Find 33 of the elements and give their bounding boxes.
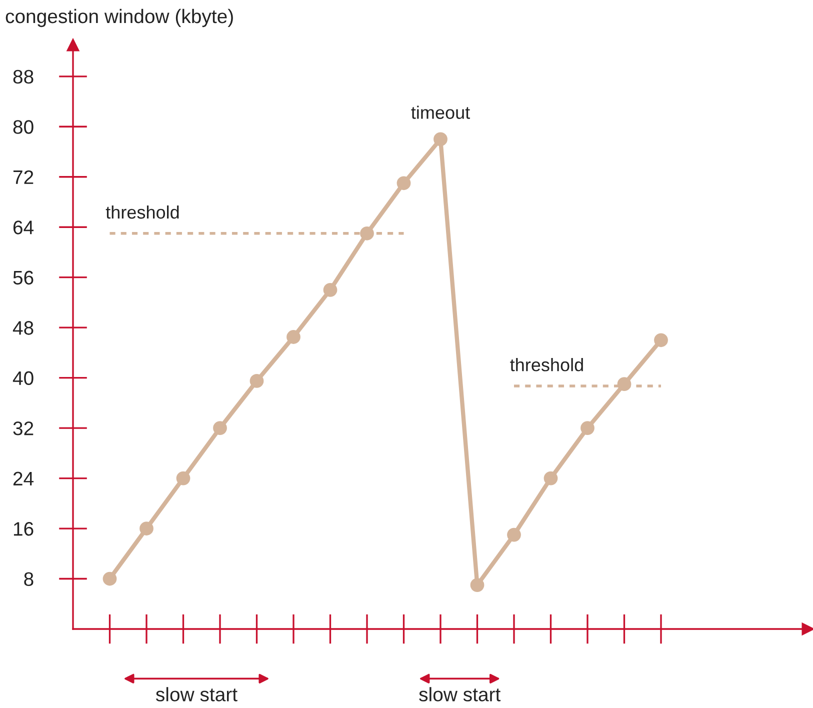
y-tick-label: 88 [13,70,34,84]
series-label: threshold [106,205,179,219]
text: slow start [156,687,238,702]
series-label: threshold [510,358,583,372]
y-tick-label: 24 [13,472,34,486]
y-tick-label: 40 [12,371,34,386]
point [102,572,117,586]
y-tick-label: 80 [13,120,34,134]
text: slow start [419,687,501,702]
point [213,421,227,435]
y-tick-label: 56 [13,270,34,285]
y-axis-title: congestion window (kbyte) [6,8,233,28]
point [507,528,521,542]
point [396,176,411,190]
point [544,471,558,486]
point [360,226,374,240]
point [434,132,448,146]
point [286,330,300,344]
point [250,374,264,388]
annotation: timeout [411,106,470,119]
y-tick-label: 64 [13,220,34,234]
point [323,282,338,297]
y-tick-label: 72 [13,170,34,184]
y-tick-label: 8 [24,572,34,586]
y-tick-label: 48 [12,321,34,335]
point [470,578,484,592]
point [617,377,632,392]
point [580,421,594,435]
y-tick-label: 16 [14,522,34,536]
y-tick-label: 32 [13,422,34,436]
point [654,333,668,348]
point [140,522,154,536]
point [176,471,190,486]
